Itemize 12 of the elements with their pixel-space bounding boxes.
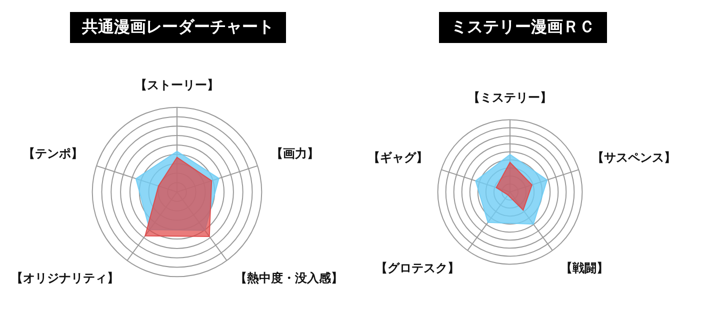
spoke-label: 【サスペンス】 [592,150,676,164]
chart-title: ミステリー漫画ＲＣ [439,12,607,43]
spoke-label: 【ストーリー】 [135,78,219,92]
spoke-label: 【ミステリー】 [468,90,552,105]
spoke-label: 【オリジナリティ】 [11,271,119,286]
spoke-label: 【画力】 [270,146,319,160]
chart-title: 共通漫画レーダーチャート [70,12,286,43]
spoke-label: 【戦闘】 [560,261,609,276]
spoke-label: 【ギャグ】 [368,150,428,164]
spoke-label: 【熱中度・没入感】 [235,271,343,286]
spoke-label: 【テンポ】 [23,146,84,160]
spoke-label: 【グロテスク】 [375,261,460,276]
